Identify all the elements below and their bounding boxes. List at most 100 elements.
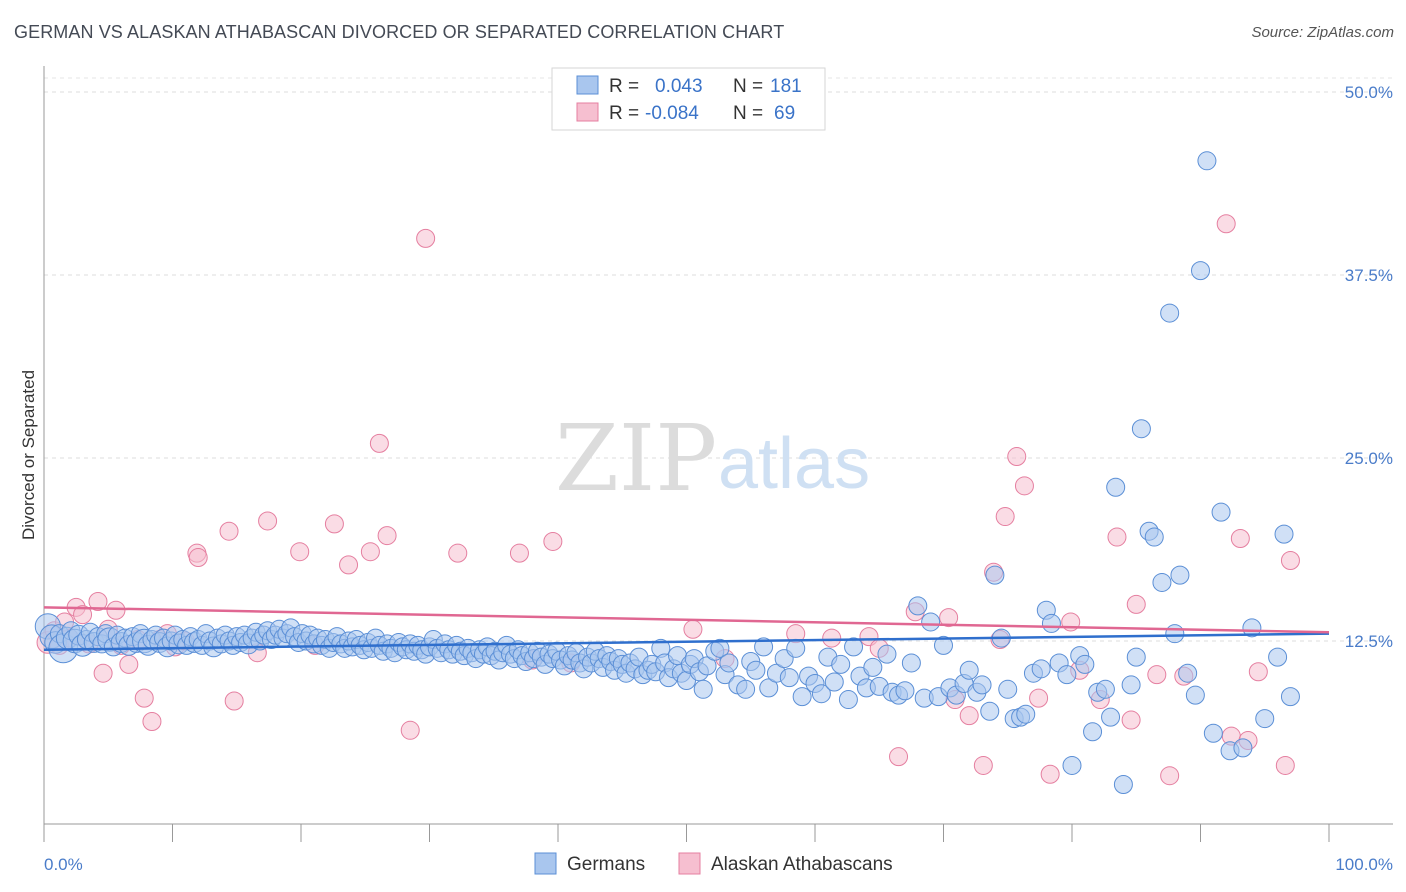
german-point	[1197, 151, 1217, 171]
alaskan-point	[1029, 688, 1049, 708]
y-tick-label-0: 12.5%	[1345, 632, 1393, 651]
german-point	[1255, 709, 1275, 729]
german-point	[1280, 687, 1300, 707]
alaskan-point	[1248, 662, 1268, 682]
german-point	[824, 672, 844, 692]
source-label: Source: ZipAtlas.com	[1251, 24, 1394, 41]
german-point	[1211, 502, 1231, 522]
german-point	[736, 679, 756, 699]
german-point	[1095, 679, 1115, 699]
german-point	[697, 656, 717, 676]
alaskan-point	[1121, 710, 1141, 730]
alaskan-point	[1216, 214, 1236, 234]
legend-n-label: N =	[733, 103, 763, 124]
german-point	[693, 679, 713, 699]
watermark: ZIP atlas	[555, 405, 870, 512]
alaskan-point	[1147, 665, 1167, 685]
alaskan-point	[93, 663, 113, 683]
german-point	[1203, 723, 1223, 743]
alaskan-point	[377, 526, 397, 546]
alaskan-point	[88, 591, 108, 611]
alaskan-point	[683, 619, 703, 639]
series-label-alaskan: Alaskan Athabascans	[711, 854, 893, 875]
german-point	[1144, 527, 1164, 547]
alaskan-point	[939, 608, 959, 628]
german-point	[1191, 261, 1210, 281]
german-point	[1126, 647, 1146, 667]
x-tick-labels: 0.0% 100.0%	[44, 855, 1393, 874]
german-point	[786, 638, 806, 658]
german-point	[759, 678, 779, 698]
alaskan-point	[290, 542, 310, 562]
alaskan-point	[1014, 476, 1034, 496]
legend-swatch-alaskan	[576, 102, 599, 122]
german-point	[972, 675, 992, 695]
alaskan-point	[73, 605, 93, 625]
german-point	[1170, 565, 1190, 585]
watermark-atlas: atlas	[718, 424, 870, 504]
alaskan-point	[324, 514, 344, 534]
y-tick-label-3: 50.0%	[1345, 83, 1393, 102]
correlation-legend: R = 0.043 N = 181 R = -0.084 N = 69	[551, 67, 826, 131]
alaskan-point	[360, 542, 380, 562]
alaskan-point	[106, 600, 126, 620]
alaskan-point	[1280, 550, 1300, 570]
german-point	[1242, 618, 1262, 638]
german-point	[877, 644, 897, 664]
german-point	[811, 684, 831, 704]
alaskan-point	[1160, 766, 1180, 786]
german-point	[710, 638, 730, 658]
series-swatch-germans	[534, 852, 557, 875]
alaskan-point	[1126, 594, 1146, 614]
alaskan-point	[1275, 755, 1295, 775]
german-point	[985, 565, 1005, 585]
series-swatch-alaskan	[678, 852, 701, 875]
legend-n-label: N =	[733, 76, 763, 97]
legend-n-value-alaskan: 69	[774, 103, 795, 124]
german-point	[959, 660, 979, 680]
alaskan-point	[889, 747, 909, 767]
legend-r-label: R =	[609, 103, 639, 124]
alaskan-point	[224, 691, 244, 711]
german-point	[1113, 774, 1133, 794]
alaskan-point	[1007, 447, 1027, 467]
german-point	[1121, 675, 1141, 695]
german-point	[980, 701, 1000, 721]
german-point	[921, 612, 941, 632]
german-point	[1062, 755, 1082, 775]
german-point	[1274, 524, 1294, 544]
x-tick-label-1: 100.0%	[1335, 855, 1393, 874]
german-point	[901, 653, 921, 673]
alaskan-point	[1107, 527, 1127, 547]
alaskan-point	[416, 228, 436, 248]
german-point	[1101, 707, 1121, 727]
alaskan-trend-line	[43, 606, 1330, 634]
alaskan-point	[369, 433, 389, 453]
german-point	[754, 637, 774, 657]
alaskan-point	[995, 507, 1015, 527]
german-point	[792, 687, 812, 707]
german-point	[1160, 303, 1180, 323]
watermark-zip: ZIP	[555, 405, 717, 512]
y-axis-label: Divorced or Separated	[19, 370, 38, 540]
alaskan-point	[973, 755, 993, 775]
german-point	[908, 596, 928, 616]
legend-n-value-germans: 181	[770, 76, 802, 97]
trend-lines	[43, 606, 1330, 652]
series-legend: Germans Alaskan Athabascans	[534, 852, 893, 875]
alaskan-point	[543, 531, 563, 551]
german-point	[719, 653, 739, 673]
german-point	[1178, 663, 1198, 683]
german-point	[1031, 659, 1051, 679]
alaskan-point	[219, 521, 239, 541]
grid-lines	[44, 77, 1393, 642]
german-point	[1268, 647, 1288, 667]
alaskan-point	[400, 720, 420, 740]
german-point	[863, 657, 883, 677]
y-tick-labels: 12.5% 25.0% 37.5% 50.0%	[1345, 83, 1393, 651]
german-point	[1152, 572, 1172, 592]
alaskan-point	[1230, 529, 1250, 549]
alaskan-point	[119, 654, 139, 674]
legend-swatch-germans	[576, 75, 599, 95]
